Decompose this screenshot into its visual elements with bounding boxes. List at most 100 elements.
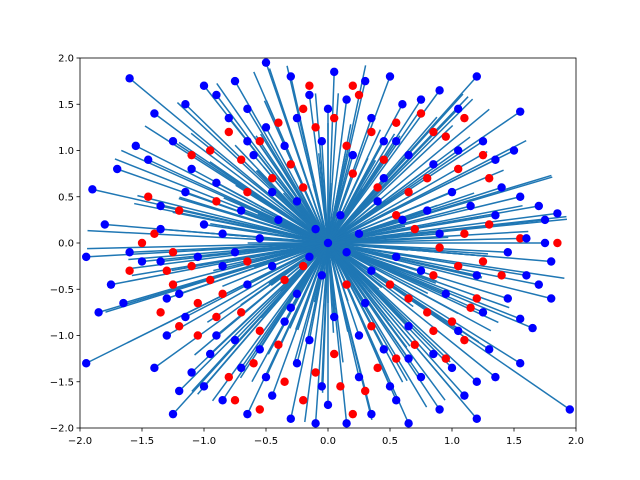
red-point xyxy=(392,354,401,363)
blue-point xyxy=(305,252,314,262)
blue-point xyxy=(94,308,103,317)
connection-line xyxy=(203,223,565,280)
blue-point xyxy=(261,123,271,132)
connection-line xyxy=(129,236,449,253)
connection-line xyxy=(253,186,502,268)
connection-line xyxy=(246,140,370,296)
blue-point xyxy=(286,72,295,81)
blue-point xyxy=(218,396,227,405)
blue-point xyxy=(218,229,227,238)
red-point xyxy=(274,340,283,349)
blue-point xyxy=(429,160,438,169)
blue-point xyxy=(144,155,153,164)
blue-point xyxy=(181,100,190,109)
blue-point xyxy=(199,220,209,229)
connection-line xyxy=(321,183,332,387)
blue-point xyxy=(547,294,556,303)
blue-points xyxy=(82,58,574,428)
red-point xyxy=(230,396,240,405)
red-point xyxy=(348,169,357,178)
red-point xyxy=(485,174,494,183)
blue-point xyxy=(119,298,128,308)
connection-line xyxy=(253,154,458,396)
red-point xyxy=(268,174,277,183)
red-point xyxy=(385,280,395,289)
red-point xyxy=(243,257,252,266)
blue-point xyxy=(416,95,426,104)
blue-point xyxy=(162,331,171,340)
red-point xyxy=(137,238,147,248)
blue-point xyxy=(175,386,184,396)
connection-line xyxy=(216,182,492,332)
connection-line xyxy=(308,136,471,258)
blue-point xyxy=(447,363,457,373)
blue-point xyxy=(168,409,178,419)
red-point xyxy=(441,354,450,363)
y-tick-label: 0.0 xyxy=(58,239,74,250)
blue-point xyxy=(534,280,543,289)
connection-line xyxy=(290,159,377,309)
blue-point xyxy=(435,229,444,238)
blue-point xyxy=(330,67,339,77)
blue-point xyxy=(466,201,475,211)
red-point xyxy=(404,187,413,197)
red-point xyxy=(286,160,295,169)
blue-point xyxy=(206,349,215,359)
blue-point xyxy=(460,391,469,400)
blue-point xyxy=(243,409,252,419)
blue-point xyxy=(255,345,264,354)
x-tick-label: 0.5 xyxy=(382,436,398,447)
blue-point xyxy=(336,211,345,220)
blue-point xyxy=(416,372,426,382)
red-point xyxy=(367,322,376,331)
red-point xyxy=(460,335,469,345)
blue-point xyxy=(187,368,196,377)
blue-point xyxy=(323,400,333,410)
blue-point xyxy=(286,303,295,312)
red-point xyxy=(299,183,308,192)
blue-point xyxy=(125,248,134,257)
connection-line xyxy=(268,68,360,336)
red-point xyxy=(330,113,339,123)
red-point xyxy=(224,127,233,137)
blue-point xyxy=(311,419,320,428)
blue-point xyxy=(317,271,326,280)
blue-point xyxy=(292,113,302,123)
connection-line xyxy=(271,169,504,267)
red-point xyxy=(441,132,450,141)
red-point xyxy=(280,377,289,386)
red-point xyxy=(429,326,438,336)
connection-line xyxy=(179,196,509,300)
blue-point xyxy=(528,323,537,333)
connection-line xyxy=(216,83,410,360)
blue-point xyxy=(516,107,525,116)
blue-point xyxy=(454,104,463,114)
blue-point xyxy=(323,104,333,114)
red-point xyxy=(429,271,438,280)
blue-point xyxy=(125,74,134,83)
blue-point xyxy=(243,104,252,114)
red-point xyxy=(330,349,339,359)
blue-point xyxy=(553,209,562,218)
y-tick-label: −1.5 xyxy=(50,377,74,388)
blue-point xyxy=(503,248,512,257)
blue-point xyxy=(280,141,289,151)
blue-point xyxy=(404,322,413,331)
blue-point xyxy=(274,215,283,225)
blue-point xyxy=(193,252,202,262)
red-point xyxy=(206,275,215,285)
blue-point xyxy=(199,382,209,391)
red-point xyxy=(336,382,345,391)
red-point xyxy=(485,220,494,229)
blue-point xyxy=(82,359,91,368)
connection-line xyxy=(318,153,348,424)
red-point xyxy=(423,174,432,183)
blue-point xyxy=(392,137,401,146)
red-point xyxy=(299,261,308,271)
blue-point xyxy=(175,289,184,299)
blue-point xyxy=(404,150,413,160)
blue-point xyxy=(534,201,543,211)
blue-point xyxy=(342,248,351,257)
red-point xyxy=(212,312,221,322)
red-point xyxy=(212,197,221,206)
